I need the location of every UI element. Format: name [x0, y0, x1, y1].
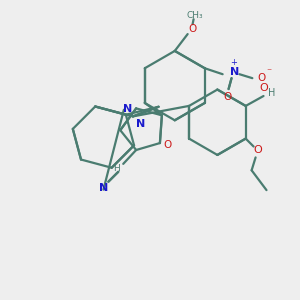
Text: O: O: [188, 24, 197, 34]
Text: +: +: [230, 58, 237, 67]
Text: N: N: [99, 183, 108, 193]
Text: H: H: [268, 88, 275, 98]
Text: O: O: [164, 140, 172, 150]
Text: ⁻: ⁻: [267, 67, 272, 77]
Text: O: O: [253, 146, 262, 155]
Text: O: O: [259, 83, 268, 93]
Text: N: N: [136, 119, 146, 129]
Text: H: H: [113, 164, 120, 173]
Text: N: N: [230, 67, 239, 77]
Text: O: O: [224, 92, 232, 102]
Text: O: O: [257, 73, 266, 83]
Text: N: N: [123, 104, 133, 114]
Text: CH₃: CH₃: [186, 11, 203, 20]
